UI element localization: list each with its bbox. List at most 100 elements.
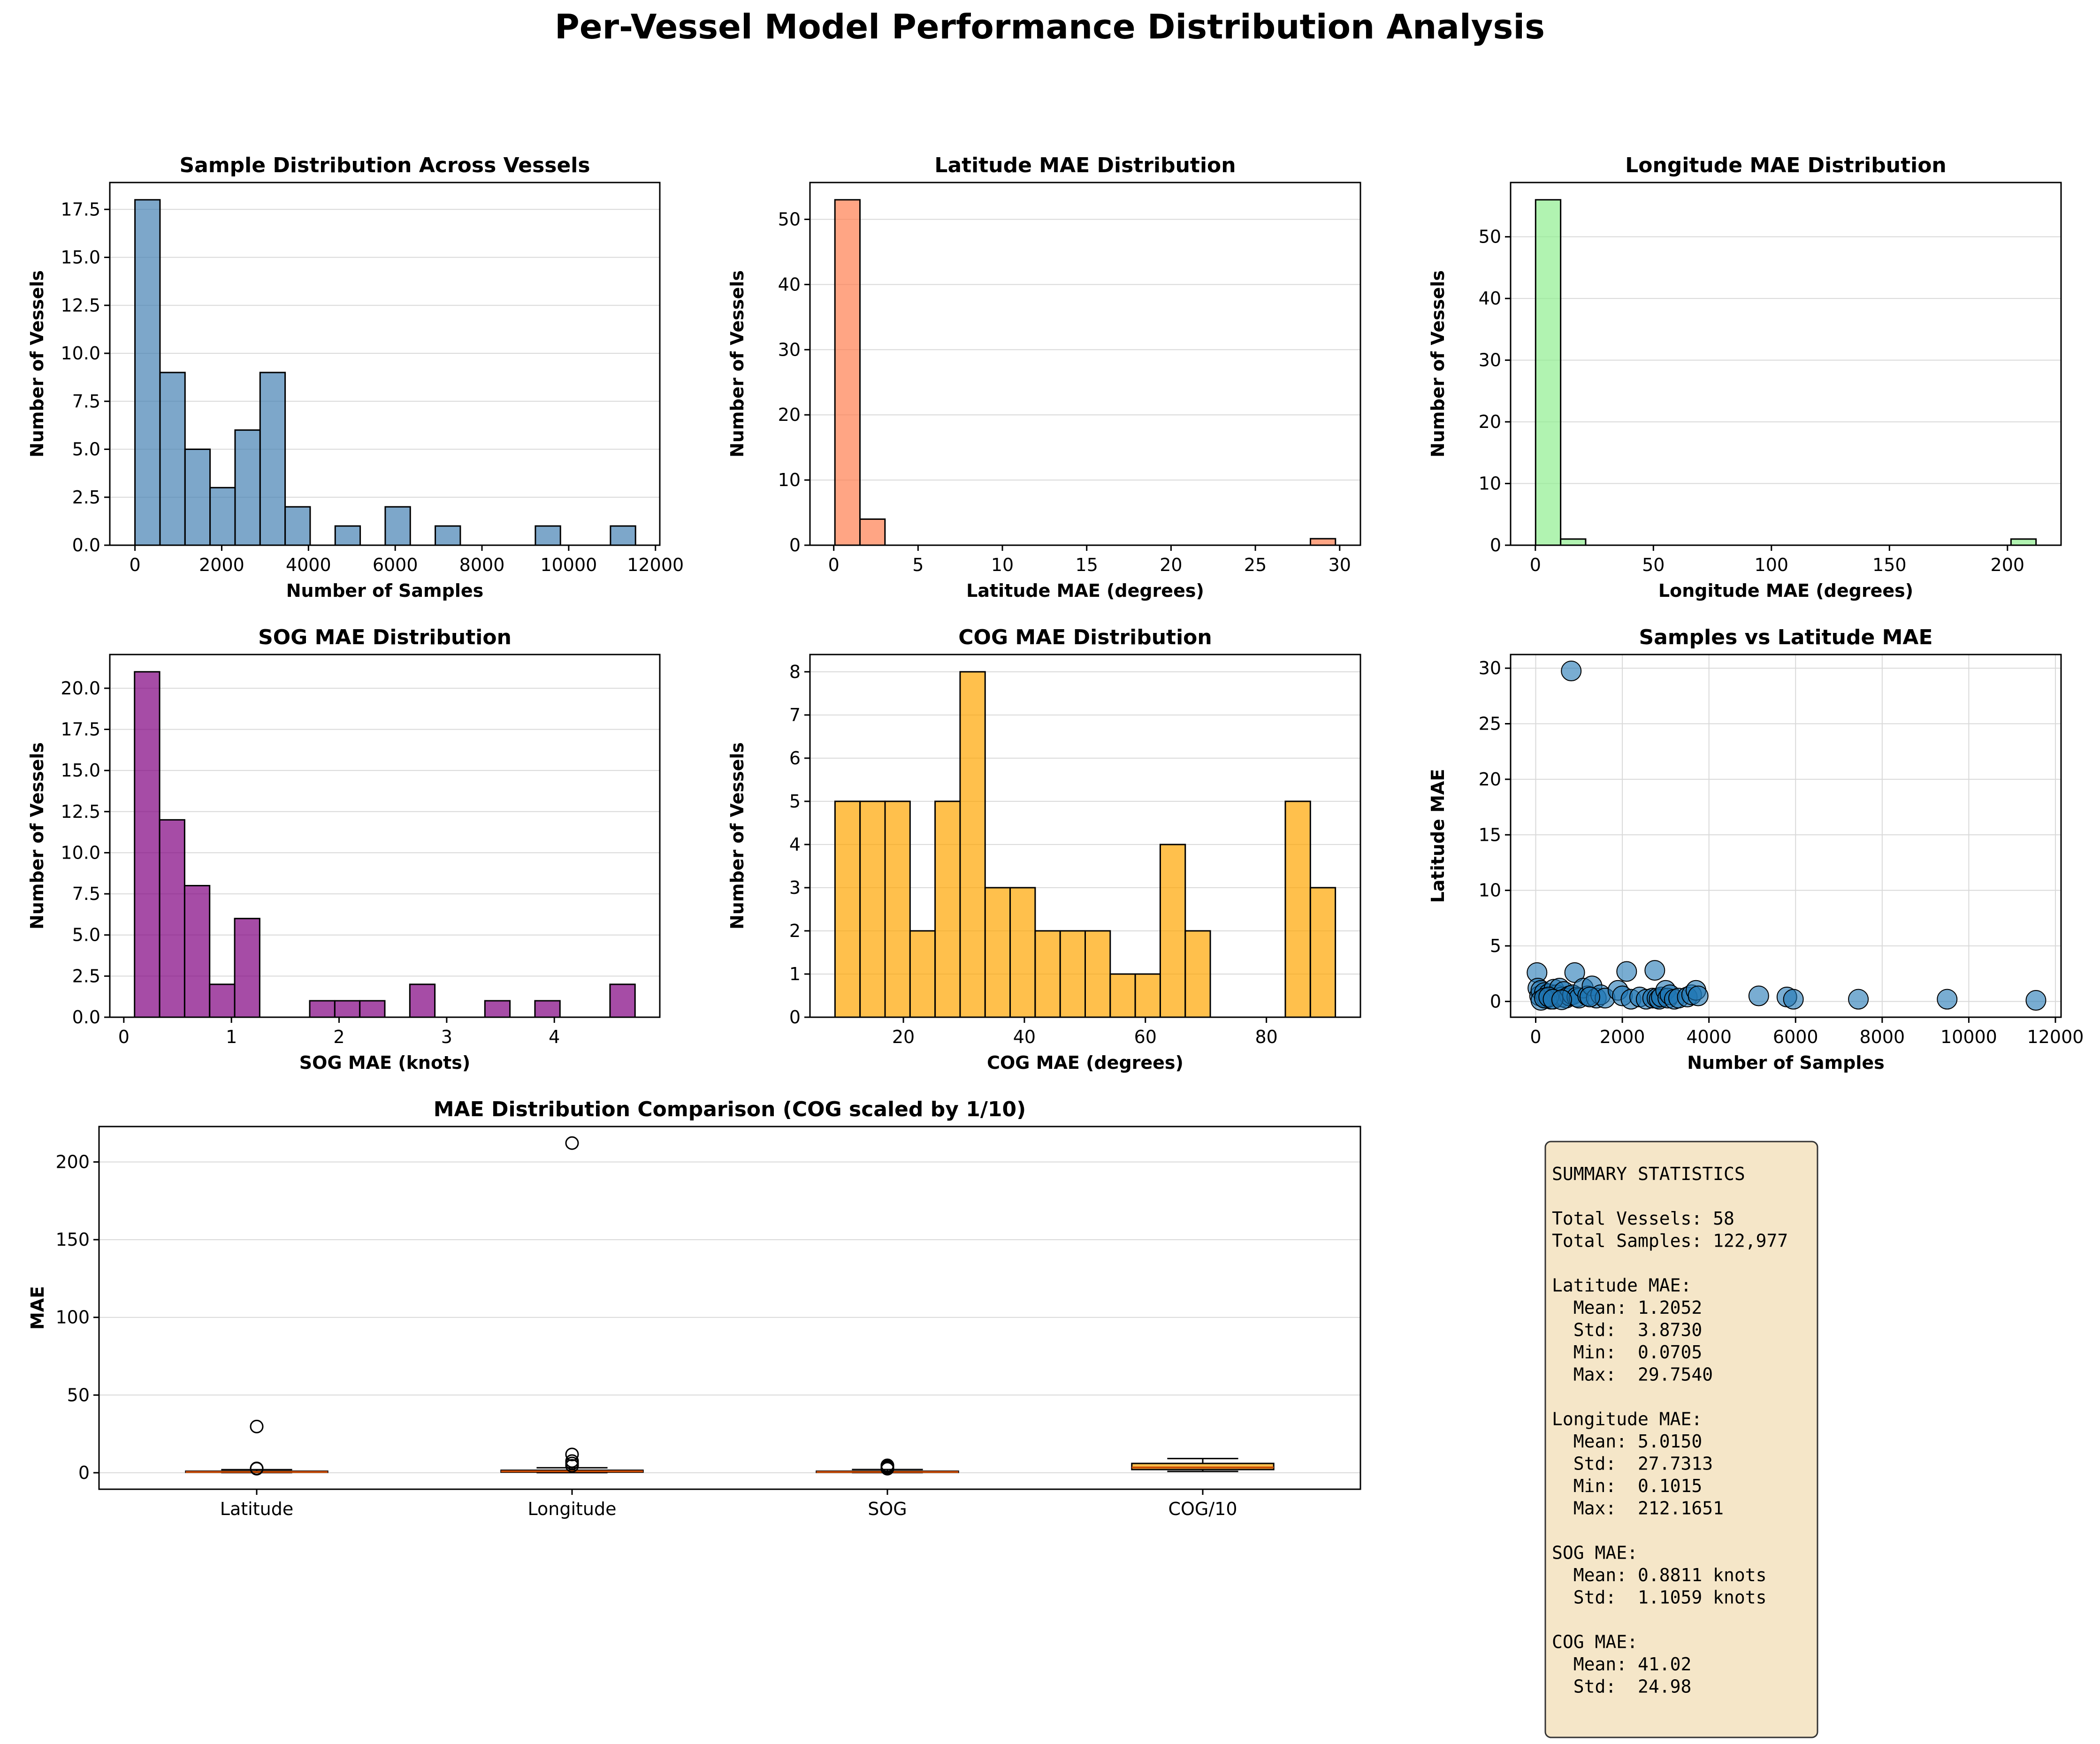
x-tick-label: 60 xyxy=(1134,1027,1157,1047)
y-axis-label: Latitude MAE xyxy=(1428,769,1448,903)
summary-line: Std: 1.1059 knots xyxy=(1552,1587,1767,1608)
scatter-point xyxy=(2025,990,2047,1011)
y-tick-label: 150 xyxy=(55,1229,90,1250)
x-tick-label: 8000 xyxy=(1859,1027,1905,1047)
box-outlier xyxy=(565,1447,579,1462)
scatter-point xyxy=(1783,989,1804,1010)
y-tick-label: 2.5 xyxy=(72,487,100,508)
histogram-bar xyxy=(535,525,561,546)
histogram-bar xyxy=(183,885,211,1018)
histogram-bar xyxy=(2010,538,2037,546)
y-tick-label: 7.5 xyxy=(72,391,100,411)
histogram-bar xyxy=(334,1000,361,1018)
x-tick-label: 80 xyxy=(1255,1027,1277,1047)
box-outlier xyxy=(565,1136,579,1150)
y-tick-label: 2.5 xyxy=(72,966,100,986)
x-tick-label: 0 xyxy=(1530,1027,1541,1047)
summary-line: COG MAE: xyxy=(1552,1632,1638,1653)
summary-line: Std: 24.98 xyxy=(1552,1676,1691,1697)
y-tick-label: 5.0 xyxy=(72,925,100,945)
histogram-bar xyxy=(209,487,236,546)
y-axis-label: Number of Vessels xyxy=(1428,270,1448,457)
y-tick-label: 0.0 xyxy=(72,535,100,556)
summary-line xyxy=(1552,1520,1563,1541)
x-tick-label: 10 xyxy=(991,555,1014,575)
axes-frame xyxy=(98,1126,1361,1490)
summary-box xyxy=(1544,1141,1818,1738)
histogram-bar xyxy=(184,449,211,546)
x-tick-label: 5 xyxy=(912,555,924,575)
y-tick-label: 5 xyxy=(1490,936,1501,956)
summary-line: Mean: 41.02 xyxy=(1552,1654,1691,1675)
box-outlier xyxy=(250,1419,264,1433)
summary-line: Mean: 0.8811 knots xyxy=(1552,1565,1767,1585)
histogram-bar xyxy=(1134,973,1161,1018)
x-tick-label: SOG xyxy=(868,1499,907,1519)
histogram-bar xyxy=(1159,844,1186,1018)
y-tick-label: 100 xyxy=(55,1307,90,1328)
summary-line: Min: 0.0705 xyxy=(1552,1342,1702,1363)
histogram-bar xyxy=(959,671,986,1018)
histogram-bar xyxy=(1309,887,1336,1018)
axes-title: Sample Distribution Across Vessels xyxy=(179,153,590,177)
summary-statistics-panel: SUMMARY STATISTICS Total Vessels: 58 Tota… xyxy=(1544,1141,1818,1738)
x-tick-label: 20 xyxy=(892,1027,915,1047)
y-tick-label: 0 xyxy=(1490,991,1501,1012)
y-tick-label: 50 xyxy=(67,1385,90,1405)
histogram-bar xyxy=(1284,800,1311,1018)
summary-line xyxy=(1552,1386,1563,1407)
x-tick-label: 40 xyxy=(1013,1027,1036,1047)
axes-layer: 0.02.55.07.510.012.515.017.50 2000 4000 600… xyxy=(27,153,2084,1519)
summary-line: Min: 0.1015 xyxy=(1552,1476,1702,1496)
y-tick-label: 5.0 xyxy=(72,439,100,460)
y-tick-label: 10 xyxy=(778,470,801,490)
y-tick-label: 7.5 xyxy=(72,883,100,904)
box-body xyxy=(1131,1462,1275,1470)
x-tick-label: 12000 xyxy=(627,555,684,575)
scatter-point xyxy=(1564,962,1585,983)
histogram-bar xyxy=(234,429,261,546)
x-tick-label: 2000 xyxy=(1600,1027,1645,1047)
x-tick-label: 0 xyxy=(130,555,141,575)
scatter-point xyxy=(1616,961,1637,982)
x-tick-label: 10000 xyxy=(1940,1027,1997,1047)
x-tick-label: 0 xyxy=(118,1027,130,1047)
y-tick-label: 20 xyxy=(1479,769,1501,790)
x-tick-label: 0 xyxy=(828,555,840,575)
x-tick-label: 6000 xyxy=(373,555,418,575)
histogram-bar xyxy=(909,930,936,1018)
y-tick-label: 0.0 xyxy=(72,1007,100,1028)
summary-line: SUMMARY STATISTICS xyxy=(1552,1164,1745,1184)
summary-line: Mean: 1.2052 xyxy=(1552,1297,1702,1318)
scatter-point xyxy=(1551,989,1572,1010)
histogram-bar xyxy=(309,1000,336,1018)
x-tick-label: 150 xyxy=(1872,555,1907,575)
y-axis-label: Number of Vessels xyxy=(727,742,748,929)
y-tick-label: 12.5 xyxy=(61,801,100,822)
y-tick-label: 8 xyxy=(789,662,801,682)
axes-frame xyxy=(1510,654,2062,1018)
histogram-bar xyxy=(334,525,361,546)
summary-line: Std: 27.7313 xyxy=(1552,1454,1713,1474)
y-tick-label: 4 xyxy=(789,834,801,855)
y-tick-label: 0 xyxy=(789,1007,801,1028)
summary-line: Total Vessels: 58 xyxy=(1552,1208,1734,1229)
y-axis-label: Number of Vessels xyxy=(27,270,47,457)
histogram-bar xyxy=(284,506,311,546)
histogram-bar xyxy=(884,800,911,1018)
axes-title: SOG MAE Distribution xyxy=(258,625,512,649)
histogram-bar xyxy=(859,800,886,1018)
x-axis-label: COG MAE (degrees) xyxy=(987,1052,1184,1073)
box-outlier xyxy=(250,1462,264,1476)
y-tick-label: 50 xyxy=(1479,227,1501,247)
x-tick-label: 30 xyxy=(1329,555,1351,575)
y-tick-label: 0 xyxy=(1490,535,1501,556)
histogram-bar xyxy=(234,918,260,1018)
axes-cog: 0 1 2 3 4 5 6 7 8 20 40 60 80 COG MAE Distribution COG… xyxy=(727,625,1361,1073)
histogram-bar xyxy=(359,1000,386,1018)
axes-title: COG MAE Distribution xyxy=(958,625,1212,649)
y-tick-label: 7 xyxy=(789,705,801,725)
y-tick-label: 25 xyxy=(1479,713,1501,734)
histogram-bar xyxy=(1109,973,1136,1018)
histogram-bar xyxy=(384,506,411,546)
